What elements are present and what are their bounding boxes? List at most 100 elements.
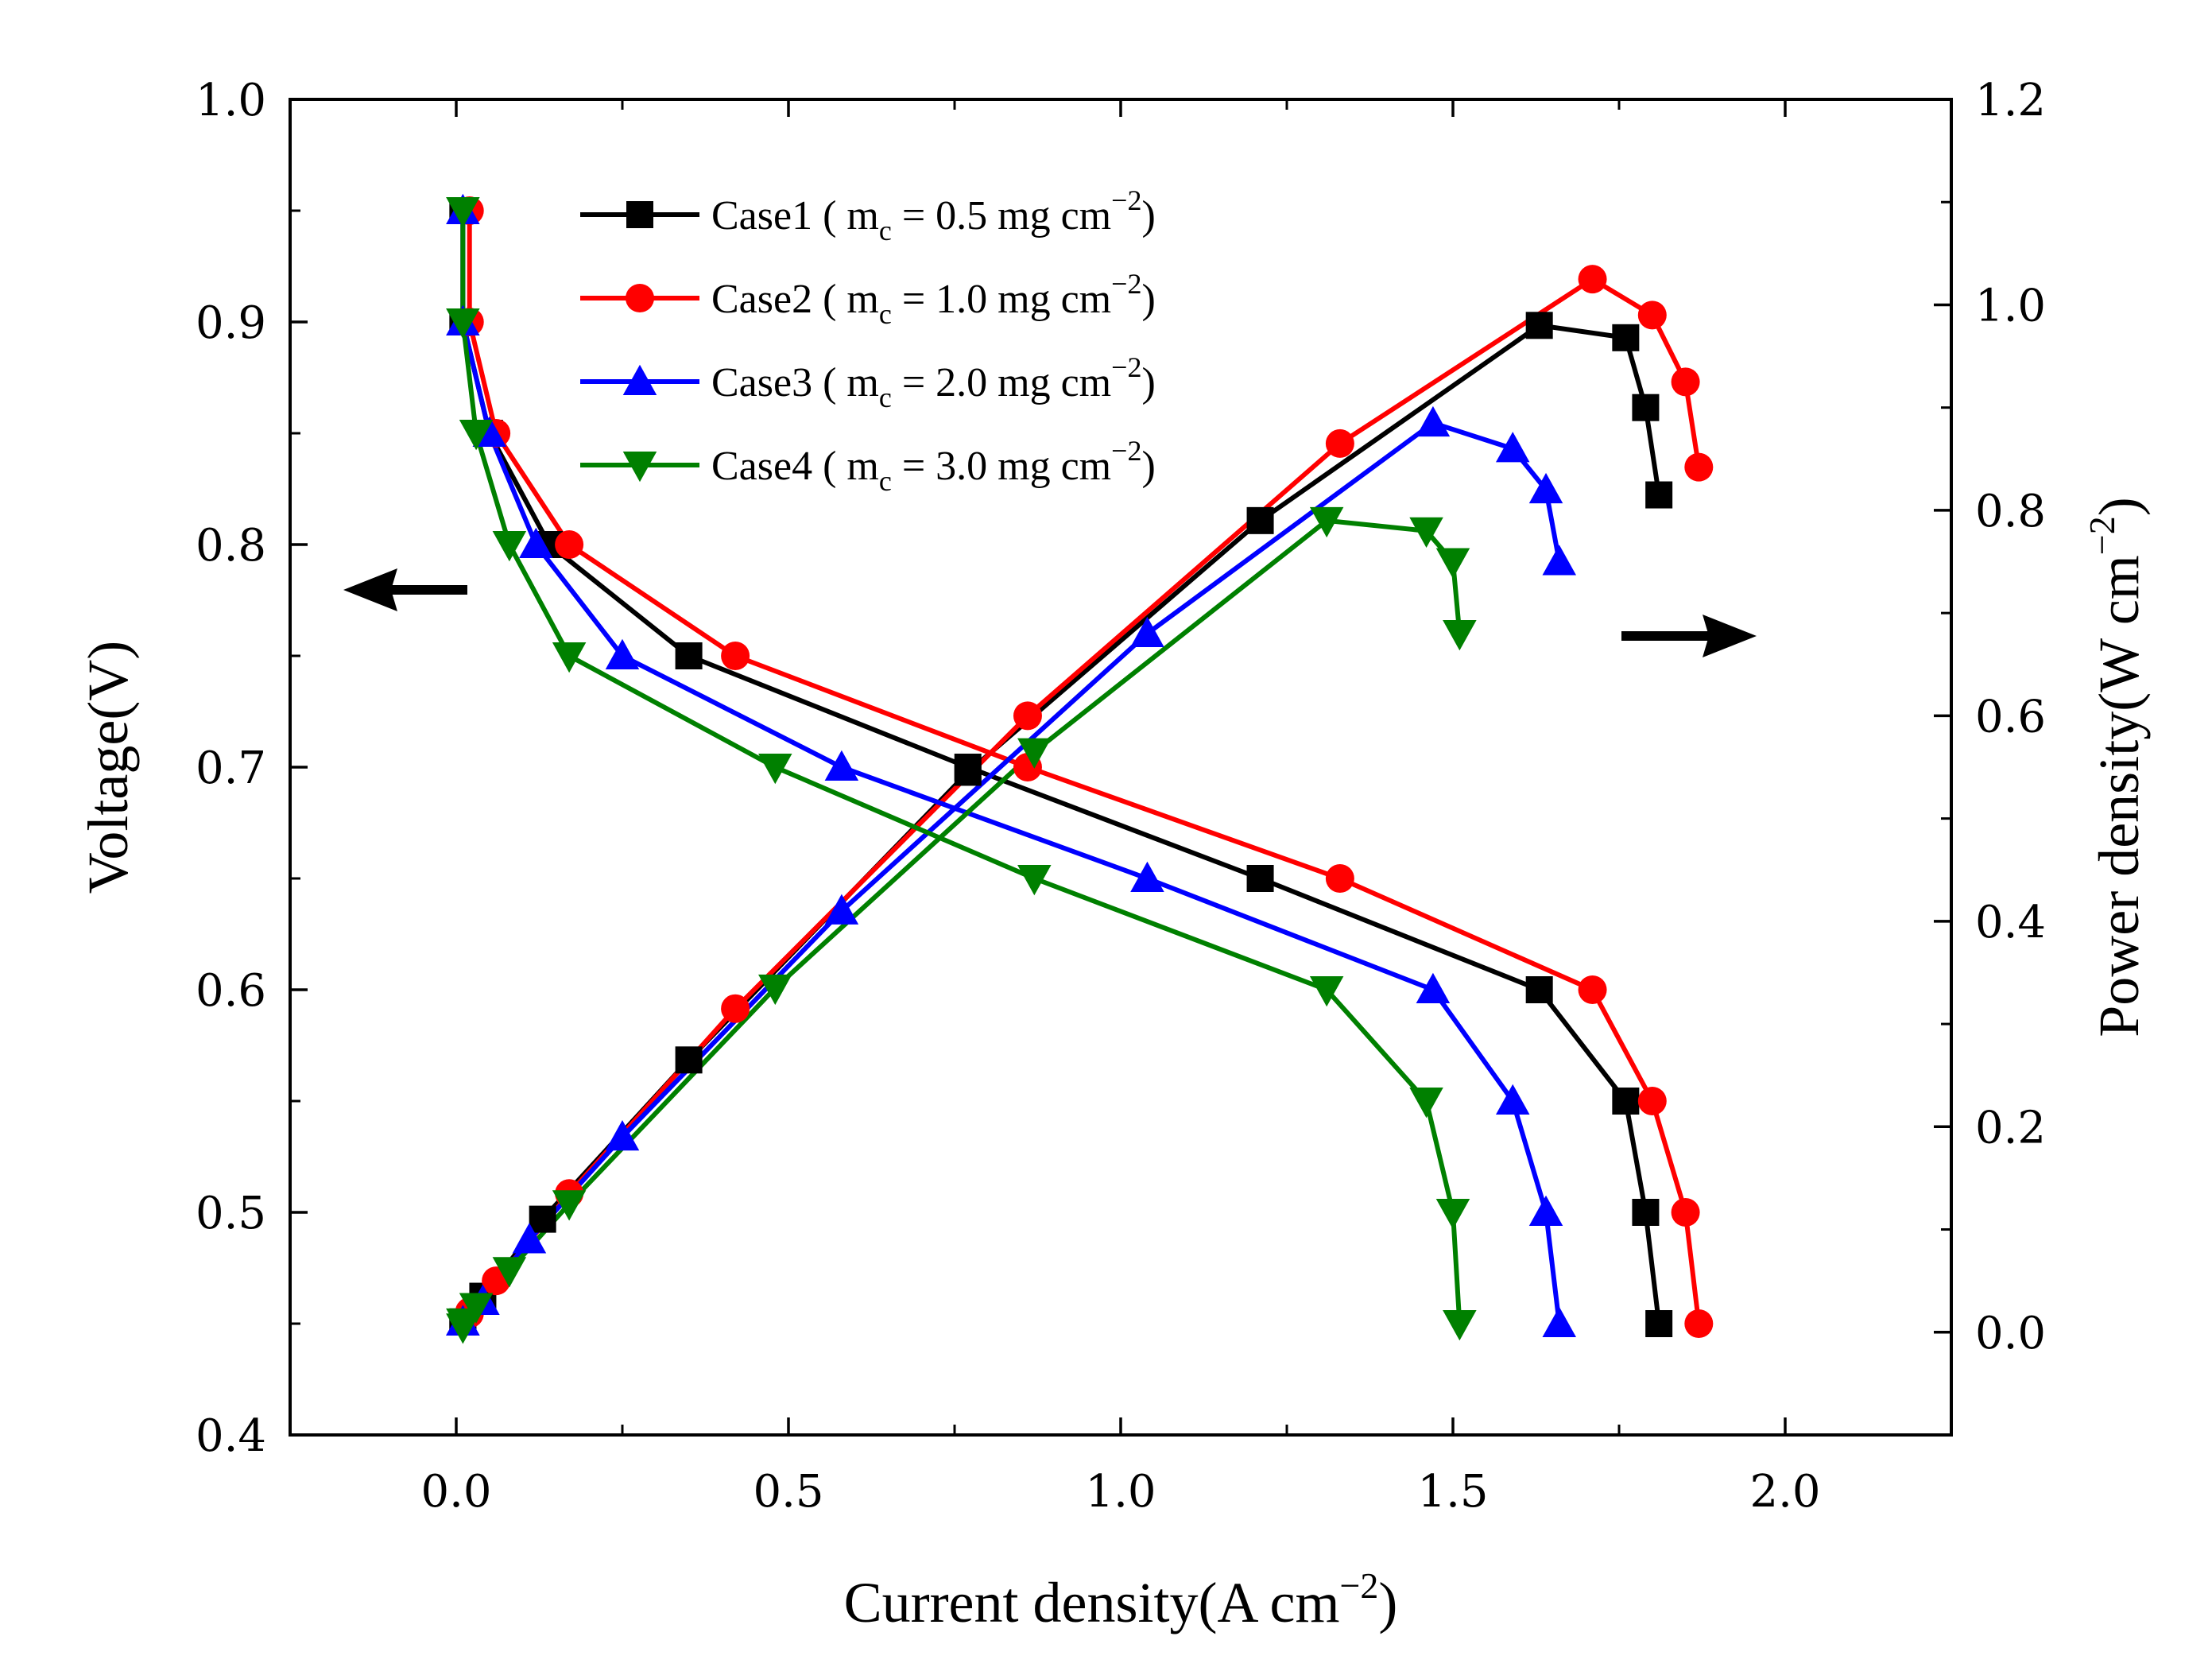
- legend-label-superscript: −2: [1111, 184, 1141, 216]
- y-right-tick-label: 0.0: [1975, 1308, 2046, 1359]
- case4-power-point: [1435, 548, 1470, 579]
- case4-power-point: [1443, 620, 1477, 651]
- case4-power-point: [758, 974, 792, 1006]
- case3-polarization-point: [1416, 972, 1451, 1003]
- legend-label-prefix: Case2 ( m: [711, 277, 879, 322]
- legend-label-suffix: ): [1141, 444, 1155, 489]
- case1-polarization-point: [1246, 865, 1274, 892]
- legend-label-superscript: −2: [1111, 351, 1141, 383]
- case2-power-point: [1578, 265, 1607, 294]
- case2-power-point: [1325, 428, 1354, 458]
- case1-power-point: [1612, 324, 1640, 351]
- case3-polarization-point: [1528, 1195, 1563, 1226]
- case1-power-point: [529, 1205, 556, 1233]
- y-left-tick-label: 0.9: [196, 297, 266, 349]
- case3-power-line: [461, 420, 1562, 1324]
- legend-label-value: = 0.5 mg cm: [892, 193, 1111, 238]
- case3-polarization-point: [1542, 1306, 1577, 1337]
- legend-label-superscript: −2: [1111, 435, 1141, 467]
- case2-polarization-point: [1671, 1198, 1700, 1227]
- legend-label-value: = 2.0 mg cm: [892, 360, 1111, 405]
- case3-power-point: [1542, 545, 1577, 576]
- case1-power-point: [675, 1046, 703, 1074]
- case2-power-line: [467, 276, 1702, 1320]
- case1-polarization-point: [675, 642, 703, 669]
- case4-power-point: [552, 1190, 587, 1221]
- legend-label-case1: Case1 ( mc = 0.5 mg cm−2): [711, 184, 1156, 246]
- case2-polarization-point: [721, 642, 750, 670]
- x-tick-label: 1.0: [1085, 1466, 1156, 1518]
- legend-marker-case3: [622, 364, 657, 395]
- case2-polarization-point: [1637, 1087, 1667, 1115]
- legend-label-value: = 3.0 mg cm: [892, 444, 1111, 489]
- legend-label-subscript: c: [879, 465, 892, 497]
- case3-power-point: [1528, 472, 1563, 504]
- y-right-tick-label: 0.4: [1975, 897, 2046, 948]
- case4-polarization-point: [1443, 1310, 1477, 1341]
- case2-polarization-point: [555, 530, 584, 559]
- y-left-tick-label: 0.4: [196, 1410, 266, 1462]
- legend-label-suffix: ): [1141, 277, 1155, 322]
- case1-power-point: [1525, 312, 1553, 339]
- legend-label-subscript: c: [879, 382, 892, 413]
- case2-power-point: [1671, 367, 1700, 397]
- legend-label-case2: Case2 ( mc = 1.0 mg cm−2): [711, 268, 1156, 330]
- y-left-tick-label: 0.8: [196, 520, 266, 572]
- case4-polarization-point: [758, 754, 792, 785]
- case2-polarization-point: [1325, 864, 1354, 893]
- case3-polarization-point: [605, 638, 640, 669]
- series-layer: [446, 193, 1714, 1344]
- case3-power-point: [1495, 432, 1530, 463]
- y-right-tick-label: 0.2: [1975, 1102, 2046, 1154]
- legend: Case1 ( mc = 0.5 mg cm−2)Case2 ( mc = 1.…: [580, 184, 1156, 497]
- axes-layer: 0.0 0.5 1.0 1.5 2.0 0.4 0.5 0.6 0.7 0.8 0.9 1.0 0.0 0…: [196, 75, 2046, 1518]
- legend-label-subscript: c: [879, 215, 892, 246]
- left-axis-arrow: [343, 568, 467, 611]
- case4-polarization-point: [446, 197, 480, 228]
- case4-polarization-point: [552, 642, 587, 673]
- case4-polarization-point: [1435, 1199, 1470, 1230]
- case1-power-point: [1632, 394, 1660, 421]
- case3-power-point: [512, 1223, 547, 1254]
- x-axis-title: Current density(A cm−2): [844, 1565, 1398, 1634]
- legend-label-suffix: ): [1141, 360, 1155, 405]
- y-right-tick-label: 1.2: [1975, 75, 2046, 126]
- case1-power-point: [1246, 506, 1274, 534]
- legend-label-superscript: −2: [1111, 268, 1141, 300]
- y-left-tick-label: 0.7: [196, 743, 266, 794]
- case3-polarization-point: [1495, 1084, 1530, 1115]
- case2-power-point: [1013, 701, 1042, 731]
- case3-polarization-point: [519, 527, 553, 558]
- case4-power-point: [1409, 517, 1443, 549]
- case4-polarization-point: [492, 531, 527, 562]
- case2-polarization-point: [1684, 1309, 1714, 1338]
- x-tick-label: 1.5: [1417, 1466, 1488, 1518]
- legend-label-subscript: c: [879, 298, 892, 330]
- y-left-tick-label: 1.0: [196, 75, 266, 126]
- case3-power-point: [1130, 616, 1164, 647]
- y-right-axis-title: Power density(W cm−2): [2082, 497, 2151, 1037]
- legend-label-case4: Case4 ( mc = 3.0 mg cm−2): [711, 435, 1156, 497]
- y-left-tick-label: 0.5: [196, 1188, 266, 1239]
- case1-power-point: [1645, 481, 1673, 509]
- case4-power-point: [1017, 738, 1052, 769]
- case4-polarization-point: [446, 308, 480, 339]
- legend-label-prefix: Case1 ( m: [711, 193, 879, 238]
- x-tick-label: 0.5: [753, 1466, 823, 1518]
- case3-polarization-point: [824, 750, 859, 781]
- case1-polarization-point: [1632, 1199, 1660, 1226]
- legend-label-case3: Case3 ( mc = 2.0 mg cm−2): [711, 351, 1156, 413]
- case4-polarization-point: [1309, 976, 1344, 1007]
- case4-power-point: [459, 1293, 494, 1324]
- y-right-tick-label: 1.0: [1975, 280, 2046, 332]
- y-right-tick-label: 0.8: [1975, 486, 2046, 537]
- case3-power-point: [605, 1119, 640, 1151]
- right-axis-arrow: [1621, 615, 1757, 657]
- case2-polarization-point: [1578, 975, 1607, 1004]
- legend-label-prefix: Case3 ( m: [711, 360, 879, 405]
- legend-marker-case1: [626, 201, 653, 228]
- case3-power-point: [1416, 405, 1451, 437]
- legend-label-prefix: Case4 ( m: [711, 444, 879, 489]
- y-left-tick-label: 0.6: [196, 965, 266, 1017]
